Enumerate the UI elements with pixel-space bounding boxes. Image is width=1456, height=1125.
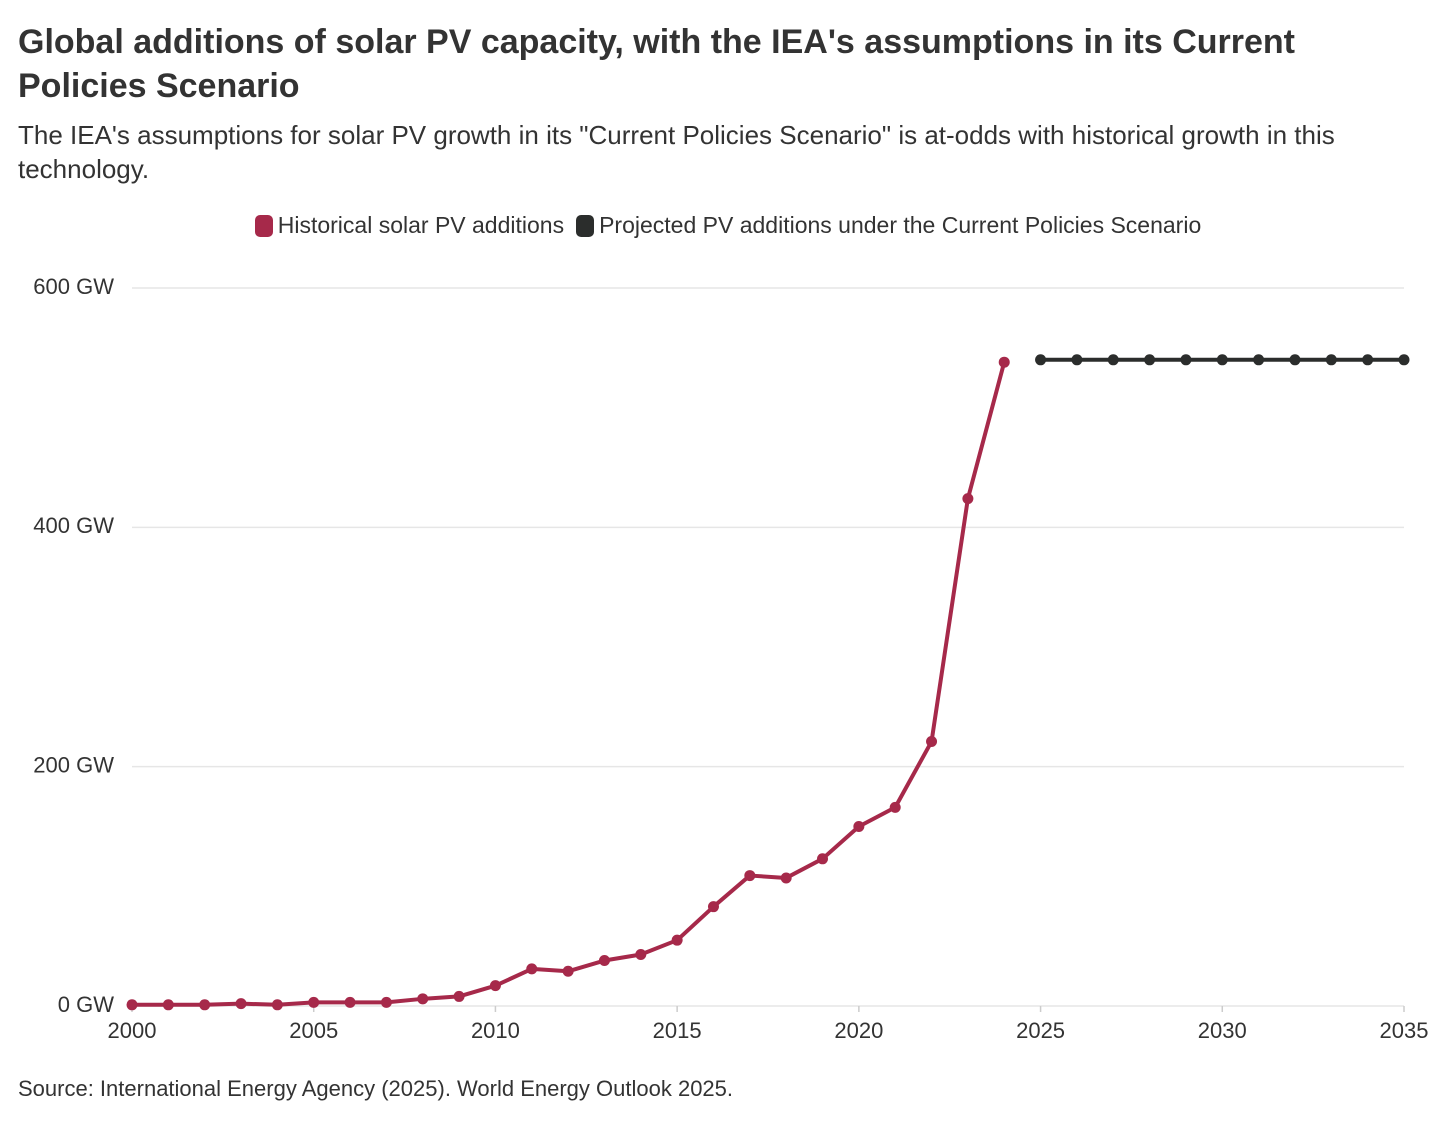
data-point [1398,354,1410,366]
data-point [271,999,283,1011]
x-tick-label: 2030 [1198,1018,1247,1043]
source-note: Source: International Energy Agency (202… [18,1076,734,1101]
legend-item: Historical solar PV additions [254,212,565,239]
y-tick-label: 600 GW [33,274,114,299]
data-point [998,356,1010,368]
data-point [562,965,574,977]
data-point [1289,354,1301,366]
y-tick-label: 200 GW [33,752,114,777]
data-point [1144,354,1156,366]
data-point [1253,354,1265,366]
chart-subtitle: The IEA's assumptions for solar PV growt… [18,120,1335,184]
data-point [1362,354,1374,366]
series-line [132,361,1007,1007]
data-point [889,801,901,813]
data-point [453,990,465,1002]
data-point [526,963,538,975]
x-tick-label: 2000 [108,1018,157,1043]
data-point [344,996,356,1008]
data-point [1035,354,1047,366]
data-point [635,949,647,961]
data-point [926,736,938,748]
data-point [1107,354,1119,366]
data-point [1071,354,1083,366]
data-point [1325,354,1337,366]
data-point [1180,354,1192,366]
data-point [853,821,865,832]
data-point [235,998,247,1010]
x-tick-label: 2015 [653,1018,702,1043]
data-point [1216,354,1228,366]
data-point [780,872,792,884]
x-tick-label: 2010 [471,1018,520,1043]
data-point [671,934,683,946]
legend-item: Projected PV additions under the Current… [576,212,1201,239]
legend-swatch [254,214,273,237]
y-tick-label: 0 GW [58,992,114,1017]
data-point [817,853,829,865]
chart-title: Global additions of solar PV capacity, w… [18,23,1296,105]
data-point [308,996,320,1008]
x-tick-label: 2025 [1016,1018,1065,1043]
x-tick-label: 2035 [1380,1018,1429,1043]
data-point [598,955,610,967]
data-point [744,870,756,882]
legend-label: Projected PV additions under the Current… [599,212,1202,238]
y-tick-label: 400 GW [33,513,114,538]
x-tick-label: 2020 [834,1018,883,1043]
legend-label: Historical solar PV additions [277,212,565,238]
data-point [126,999,138,1011]
data-point [380,996,392,1008]
legend: Historical solar PV additions Projected P… [0,212,1456,243]
data-point [162,999,174,1011]
data-point [962,493,974,505]
data-point [417,993,429,1005]
data-point [707,901,719,913]
x-tick-label: 2005 [289,1018,338,1043]
data-point [199,999,211,1011]
legend-swatch [576,214,595,237]
data-point [489,980,501,992]
